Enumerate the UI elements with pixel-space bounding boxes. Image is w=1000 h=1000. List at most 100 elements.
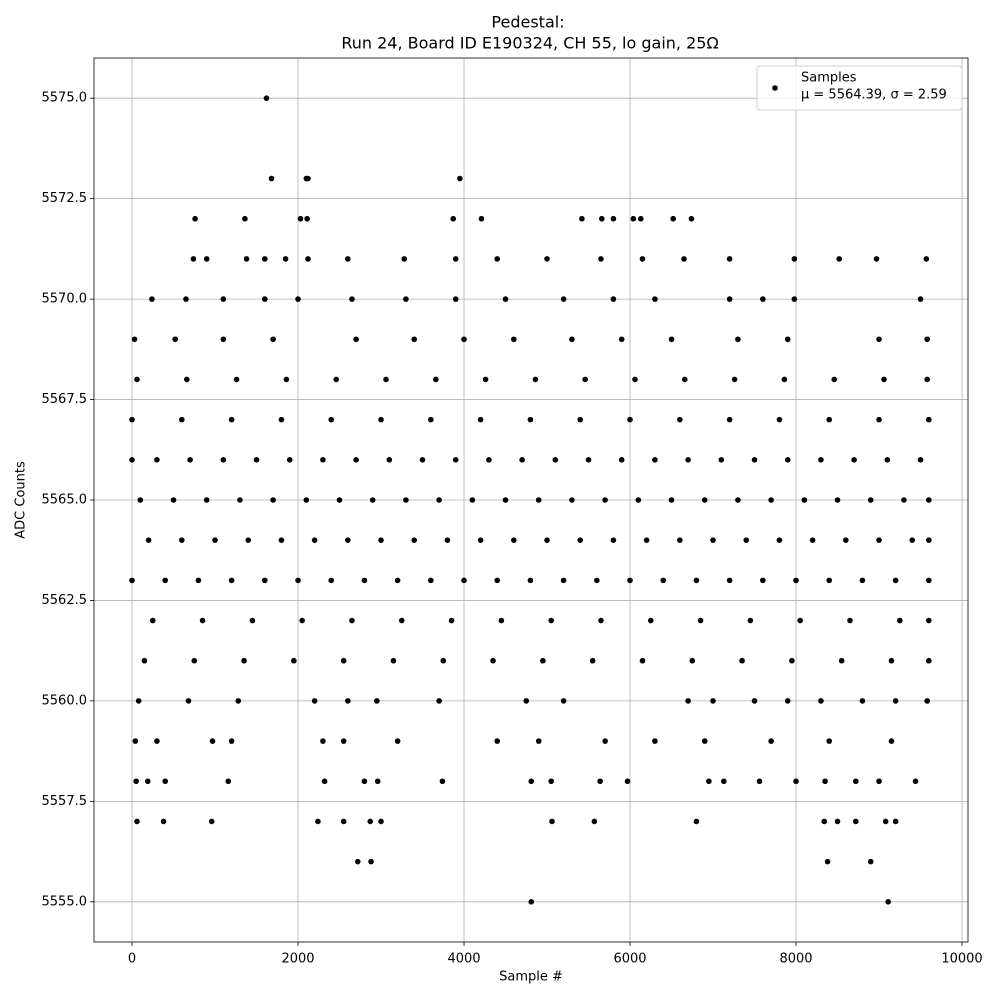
data-point: [498, 617, 505, 624]
data-point: [726, 416, 733, 423]
data-point: [137, 497, 144, 503]
data-point: [419, 457, 426, 463]
data-point: [203, 256, 210, 262]
data-point: [299, 617, 305, 624]
data-point: [826, 738, 833, 744]
data-point: [228, 416, 235, 423]
data-point: [403, 497, 409, 503]
data-point: [187, 457, 193, 463]
data-point: [209, 738, 216, 744]
data-point: [668, 497, 675, 503]
data-point: [726, 256, 733, 262]
data-point: [924, 698, 930, 704]
data-point: [652, 457, 658, 463]
data-point: [876, 537, 882, 543]
data-point: [368, 858, 374, 865]
legend-stats: μ = 5564.39, σ = 2.59: [801, 88, 947, 103]
data-point: [685, 457, 691, 463]
data-point: [768, 738, 774, 744]
data-point: [776, 416, 783, 423]
data-point: [923, 256, 930, 262]
data-point: [760, 296, 766, 302]
data-point: [791, 256, 798, 262]
data-point: [688, 215, 695, 222]
data-point: [225, 778, 232, 785]
data-point: [582, 376, 588, 383]
data-point: [394, 738, 401, 744]
data-point: [428, 577, 434, 584]
y-tick-label: 5560.0: [42, 693, 88, 708]
data-point: [378, 818, 384, 825]
data-point: [183, 296, 189, 302]
data-point: [340, 657, 347, 664]
data-point: [577, 537, 584, 543]
data-point: [440, 657, 447, 664]
data-point: [721, 778, 727, 785]
data-point: [154, 457, 160, 463]
data-point: [768, 497, 774, 503]
data-point: [461, 577, 467, 584]
data-point: [428, 416, 434, 423]
data-point: [295, 577, 301, 584]
data-point: [144, 778, 151, 785]
legend-marker: [772, 85, 778, 91]
data-point: [610, 537, 617, 543]
data-point: [681, 256, 687, 262]
data-point: [926, 497, 932, 503]
data-point: [852, 818, 859, 825]
data-point: [134, 818, 140, 825]
data-point: [917, 296, 924, 302]
data-point: [824, 858, 831, 865]
data-point: [544, 537, 550, 543]
data-point: [354, 858, 361, 865]
data-point: [821, 818, 828, 825]
data-point: [295, 296, 301, 302]
data-point: [237, 497, 243, 503]
data-point: [283, 376, 290, 383]
data-point: [735, 497, 741, 503]
data-point: [598, 256, 604, 262]
data-point: [643, 537, 650, 543]
data-point: [494, 256, 501, 262]
data-point: [826, 416, 833, 423]
data-point: [784, 457, 791, 463]
data-point: [336, 497, 343, 503]
data-point: [892, 577, 899, 584]
data-point: [367, 818, 374, 825]
data-point: [502, 296, 509, 302]
data-point: [540, 657, 546, 664]
data-point: [618, 457, 625, 463]
data-point: [228, 577, 235, 584]
data-point: [149, 296, 155, 302]
data-point: [697, 617, 704, 624]
data-point: [532, 376, 539, 383]
data-point: [450, 215, 457, 222]
data-point: [262, 296, 268, 302]
data-point: [710, 537, 716, 543]
data-point: [682, 376, 688, 383]
data-point: [627, 577, 633, 584]
data-point: [630, 215, 637, 222]
data-point: [793, 778, 799, 785]
data-point: [245, 537, 252, 543]
data-point: [591, 818, 598, 825]
data-point: [831, 376, 838, 383]
y-tick-label: 5565.0: [42, 493, 88, 508]
data-point: [328, 416, 335, 423]
data-point: [349, 617, 355, 624]
data-point: [361, 778, 368, 785]
data-point: [311, 537, 318, 543]
data-point: [398, 617, 405, 624]
data-point: [386, 457, 393, 463]
data-point: [457, 175, 463, 182]
data-point: [781, 376, 788, 383]
data-point: [548, 778, 554, 785]
data-point: [411, 537, 418, 543]
data-point: [743, 537, 750, 543]
data-point: [448, 617, 455, 624]
data-point: [760, 577, 766, 584]
data-point: [333, 376, 339, 383]
data-point: [345, 537, 351, 543]
data-point: [660, 577, 667, 584]
x-tick-label: 0: [128, 952, 136, 967]
